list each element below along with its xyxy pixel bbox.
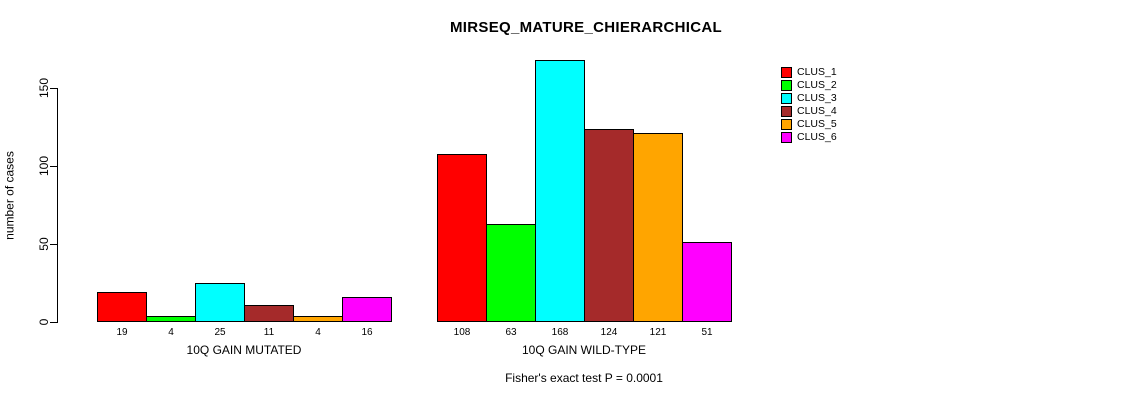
y-tick-label: 150 bbox=[37, 77, 51, 99]
legend-swatch-clus_5 bbox=[781, 119, 792, 130]
bar-clus_5-group1 bbox=[293, 316, 343, 322]
bar-value-label: 63 bbox=[505, 327, 517, 338]
bar-clus_4-group2 bbox=[584, 129, 634, 322]
legend-item: CLUS_6 bbox=[781, 131, 837, 144]
legend-swatch-clus_2 bbox=[781, 80, 792, 91]
legend-label: CLUS_4 bbox=[797, 105, 837, 117]
legend-label: CLUS_6 bbox=[797, 131, 837, 143]
legend-item: CLUS_1 bbox=[781, 66, 837, 79]
y-tick-label: 100 bbox=[37, 155, 51, 177]
x-group-label: 10Q GAIN WILD-TYPE bbox=[521, 343, 647, 357]
legend-swatch-clus_6 bbox=[781, 132, 792, 143]
legend-swatch-clus_4 bbox=[781, 106, 792, 117]
bar-value-label: 124 bbox=[600, 327, 618, 338]
bar-value-label: 19 bbox=[116, 327, 128, 338]
bar-clus_1-group1 bbox=[97, 292, 147, 322]
bar-clus_6-group2 bbox=[682, 242, 732, 322]
legend-label: CLUS_1 bbox=[797, 66, 837, 78]
bar-value-label: 25 bbox=[214, 327, 226, 338]
legend-label: CLUS_3 bbox=[797, 92, 837, 104]
legend-swatch-clus_3 bbox=[781, 93, 792, 104]
bar-clus_1-group2 bbox=[437, 154, 487, 322]
legend-label: CLUS_5 bbox=[797, 118, 837, 130]
y-tick-label: 0 bbox=[37, 318, 51, 326]
y-tick-mark bbox=[50, 243, 58, 245]
bar-value-label: 121 bbox=[649, 327, 667, 338]
bar-value-label: 4 bbox=[315, 327, 321, 338]
x-group-label: 10Q GAIN MUTATED bbox=[186, 343, 302, 357]
y-axis-line bbox=[57, 88, 58, 323]
legend-label: CLUS_2 bbox=[797, 79, 837, 91]
y-tick-mark bbox=[50, 87, 58, 89]
bar-clus_5-group2 bbox=[633, 133, 683, 322]
bar-clus_3-group1 bbox=[195, 283, 245, 322]
bar-value-label: 11 bbox=[263, 327, 275, 338]
bar-clus_3-group2 bbox=[535, 60, 585, 322]
legend-item: CLUS_4 bbox=[781, 105, 837, 118]
legend-item: CLUS_3 bbox=[781, 92, 837, 105]
bar-clus_4-group1 bbox=[244, 305, 294, 322]
bar-value-label: 16 bbox=[361, 327, 373, 338]
chart-title: MIRSEQ_MATURE_CHIERARCHICAL bbox=[450, 19, 722, 36]
bar-value-label: 4 bbox=[168, 327, 174, 338]
bar-value-label: 108 bbox=[453, 327, 471, 338]
y-tick-mark bbox=[50, 321, 58, 323]
y-tick-mark bbox=[50, 165, 58, 167]
legend-item: CLUS_5 bbox=[781, 118, 837, 131]
legend-item: CLUS_2 bbox=[781, 79, 837, 92]
bar-clus_6-group1 bbox=[342, 297, 392, 322]
y-tick-label: 50 bbox=[37, 237, 51, 251]
fisher-test-annotation: Fisher's exact test P = 0.0001 bbox=[505, 371, 663, 385]
bar-value-label: 168 bbox=[551, 327, 569, 338]
legend: CLUS_1 CLUS_2 CLUS_3 CLUS_4 CLUS_5 CLUS_6 bbox=[781, 66, 837, 144]
bar-clus_2-group1 bbox=[146, 316, 196, 322]
bar-value-label: 51 bbox=[701, 327, 713, 338]
y-axis-label: number of cases bbox=[2, 151, 17, 240]
bar-clus_2-group2 bbox=[486, 224, 536, 322]
legend-swatch-clus_1 bbox=[781, 67, 792, 78]
